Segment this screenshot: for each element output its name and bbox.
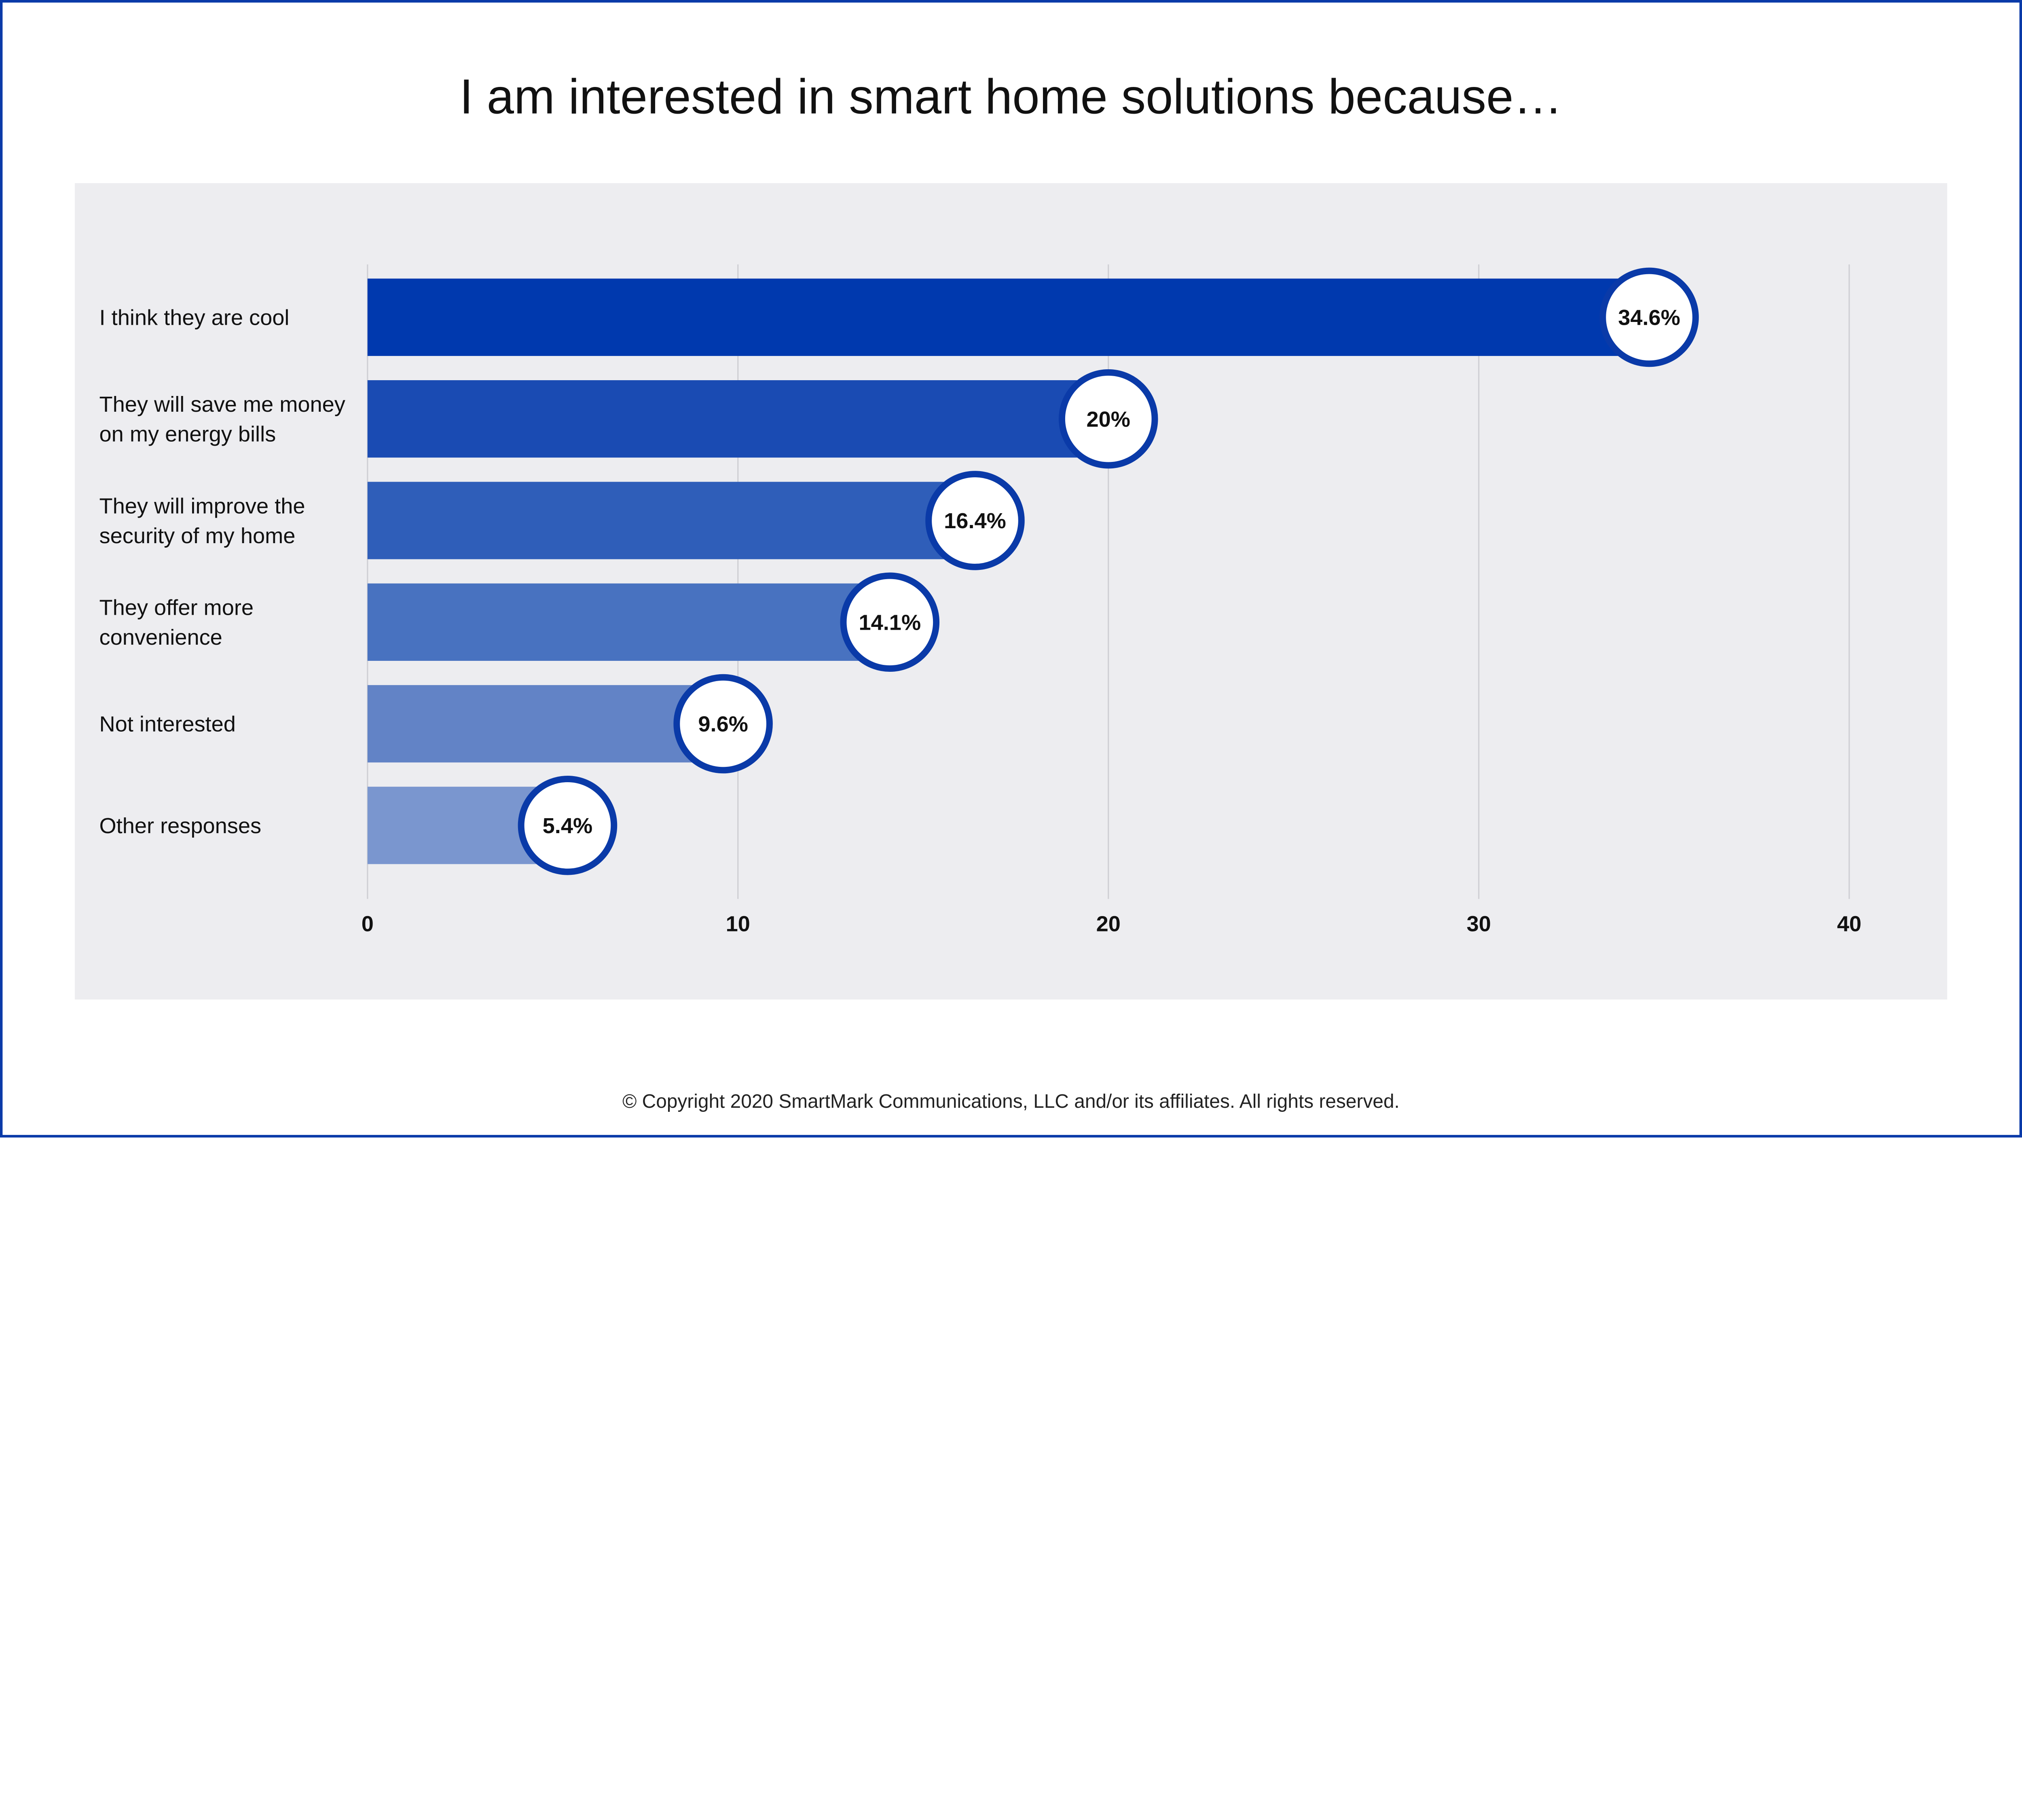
x-tick-label: 40 xyxy=(1837,912,1861,936)
bars: 34.6% 20% 16.4% 14.1% 9.6% 5.4% xyxy=(367,267,1699,875)
data-label-circle xyxy=(518,776,618,875)
x-tick-label: 10 xyxy=(726,912,750,936)
footer-copyright: © Copyright 2020 SmartMark Communication… xyxy=(622,1091,1400,1112)
bar xyxy=(367,278,1650,356)
bar xyxy=(367,380,1108,458)
category-label-line: security of my home xyxy=(99,524,296,548)
data-label: 5.4% xyxy=(543,814,593,838)
data-label: 14.1% xyxy=(859,610,921,635)
gridlines xyxy=(367,264,1850,899)
category-label: Other responses xyxy=(99,814,262,838)
category-label-line: on my energy bills xyxy=(99,422,276,447)
data-label-circle xyxy=(840,572,940,672)
data-label: 16.4% xyxy=(944,509,1006,533)
data-label-circle xyxy=(925,471,1025,570)
x-axis-ticks: 0 10 20 30 40 xyxy=(362,912,1861,936)
x-tick-label: 20 xyxy=(1096,912,1121,936)
x-tick-label: 30 xyxy=(1467,912,1491,936)
category-label: They offer more convenience xyxy=(99,596,254,650)
category-labels: I think they are cool They will save me m… xyxy=(99,306,345,838)
category-label: They will save me money on my energy bill… xyxy=(99,392,345,446)
bar-chart: I am interested in smart home solutions … xyxy=(0,0,2022,1138)
category-label-line: convenience xyxy=(99,625,222,650)
bar xyxy=(367,583,890,661)
category-label: I think they are cool xyxy=(99,306,290,330)
category-label-line: They will improve the xyxy=(99,494,305,518)
bar xyxy=(367,482,975,559)
data-label: 34.6% xyxy=(1618,306,1680,330)
data-label: 9.6% xyxy=(698,712,748,736)
chart-title: I am interested in smart home solutions … xyxy=(459,69,1562,124)
category-label-line: I think they are cool xyxy=(99,306,290,330)
category-label-line: Not interested xyxy=(99,712,236,736)
data-label: 20% xyxy=(1087,407,1130,432)
data-label-circle xyxy=(673,674,773,774)
data-label-circle xyxy=(1599,267,1699,367)
category-label-line: They will save me money xyxy=(99,392,345,417)
category-label-line: Other responses xyxy=(99,814,262,838)
bar xyxy=(367,685,723,763)
category-label: They will improve the security of my home xyxy=(99,494,305,548)
data-label-circle xyxy=(1058,369,1158,469)
category-label: Not interested xyxy=(99,712,236,736)
category-label-line: They offer more xyxy=(99,596,254,620)
x-tick-label: 0 xyxy=(362,912,374,936)
